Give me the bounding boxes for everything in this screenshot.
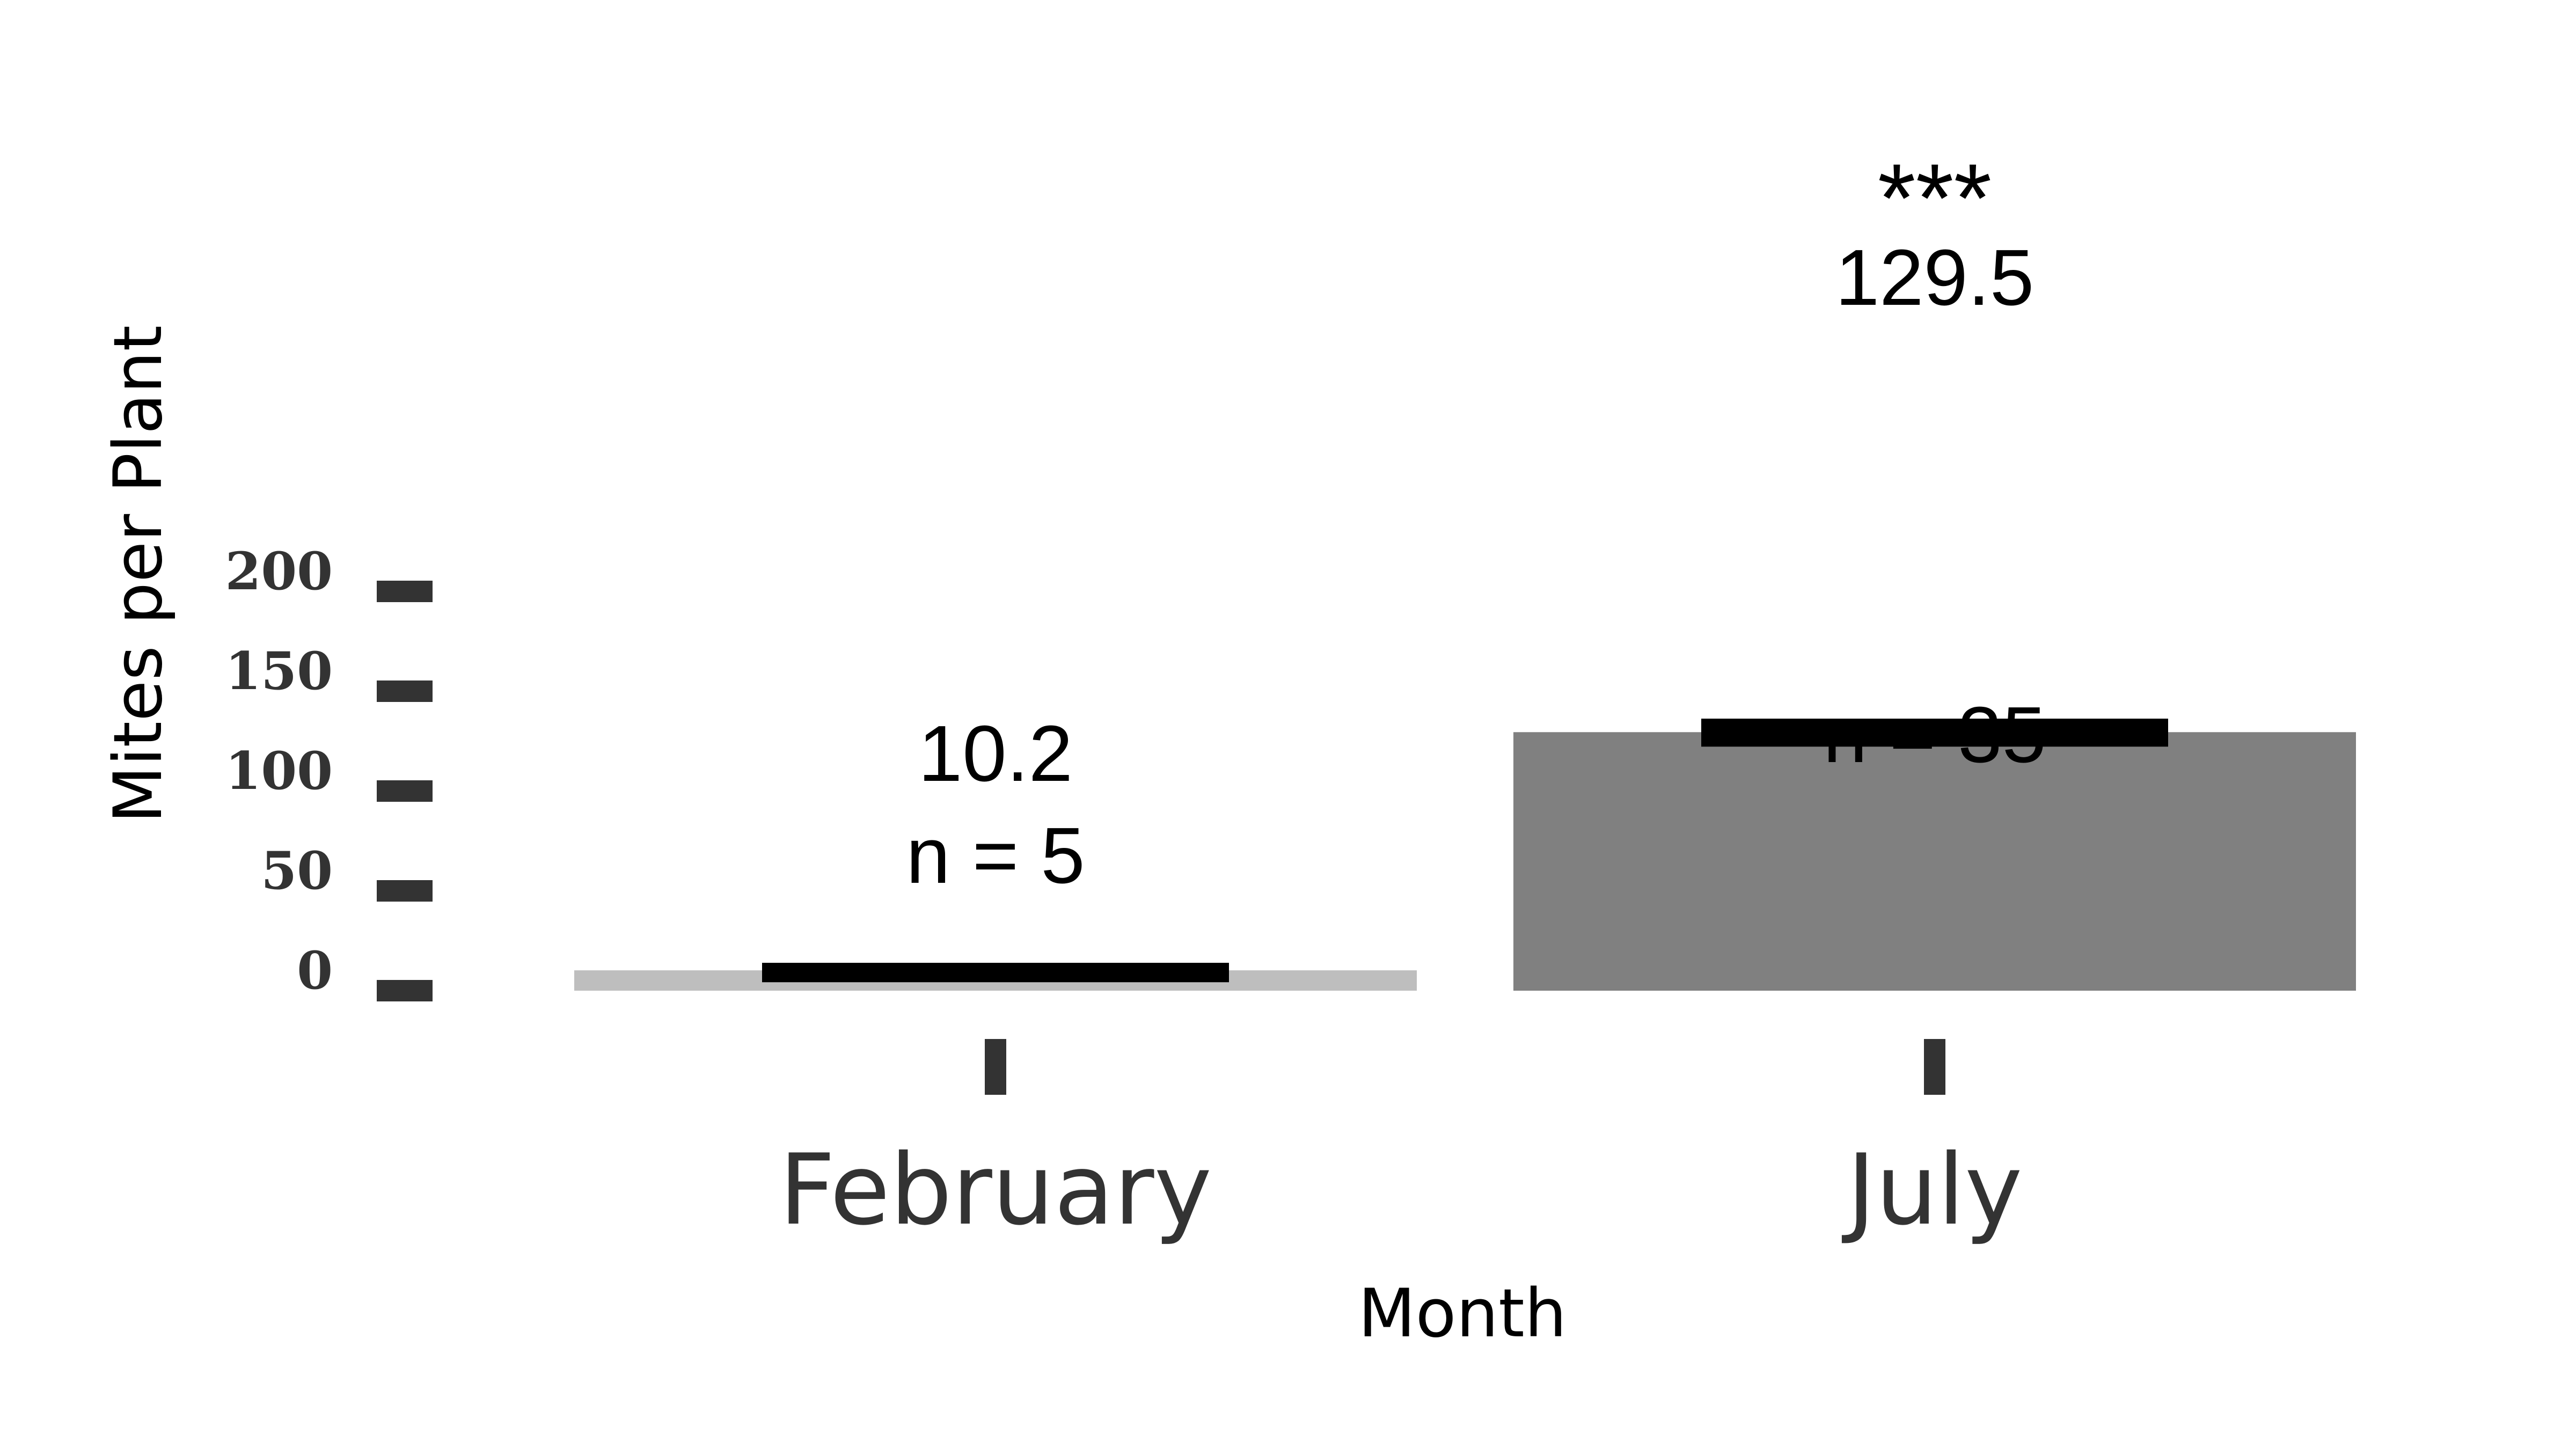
n-label: n = 5 bbox=[906, 811, 1085, 900]
y-tick-label: 200 bbox=[225, 541, 333, 602]
x-axis: February July bbox=[779, 1039, 2023, 1247]
y-tick-mark bbox=[377, 680, 433, 702]
x-tick-label: July bbox=[1841, 1133, 2022, 1247]
y-tick-label: 100 bbox=[225, 741, 333, 801]
y-axis: 0 50 100 150 200 bbox=[225, 541, 433, 1001]
significance-label: *** bbox=[1878, 143, 1992, 253]
error-bars bbox=[762, 719, 2168, 983]
mean-label: 10.2 bbox=[918, 709, 1073, 798]
x-axis-title: Month bbox=[1358, 1275, 1567, 1352]
y-tick-mark bbox=[377, 780, 433, 802]
x-tick-mark bbox=[985, 1039, 1006, 1095]
y-tick-mark bbox=[377, 581, 433, 602]
y-tick-label: 50 bbox=[261, 840, 333, 901]
error-bar-upper-cap bbox=[1701, 719, 2168, 734]
mean-label: 129.5 bbox=[1835, 233, 2034, 322]
bar-july bbox=[1513, 732, 2356, 991]
annotations: 10.2 n = 5 ***129.5 n = 35 bbox=[906, 143, 2046, 900]
x-tick-label: February bbox=[779, 1133, 1212, 1247]
n-label: n = 35 bbox=[1823, 691, 2046, 779]
error-bar-lower-cap bbox=[762, 967, 1229, 983]
bars bbox=[574, 732, 2356, 991]
y-tick-mark bbox=[377, 980, 433, 1001]
error-bar-lower-cap bbox=[1701, 731, 2168, 747]
y-axis-title: Mites per Plant bbox=[100, 325, 177, 823]
x-tick-mark bbox=[1924, 1039, 1945, 1095]
y-tick-mark bbox=[377, 880, 433, 902]
y-tick-label: 150 bbox=[225, 641, 333, 701]
y-tick-label: 0 bbox=[297, 940, 333, 1001]
